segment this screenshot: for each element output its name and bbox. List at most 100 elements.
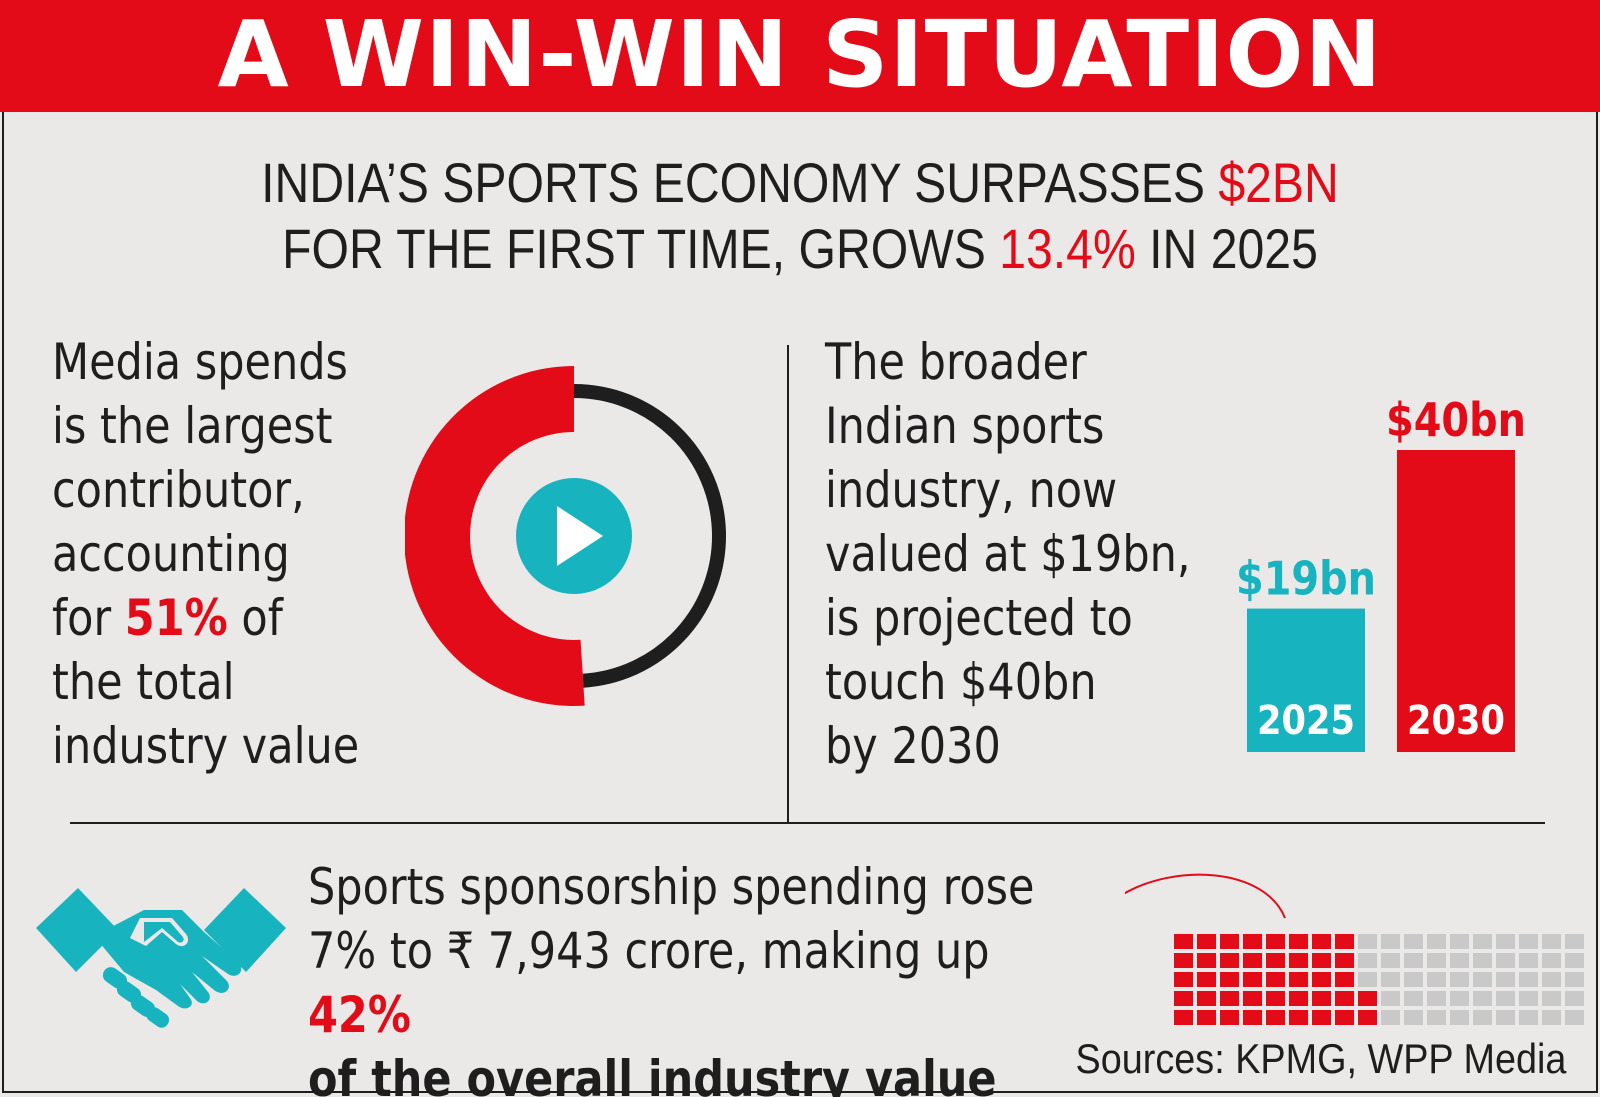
media-line: industry value [52,717,360,775]
page-title: A WIN-WIN SITUATION [217,1,1383,108]
waffle-cell [1542,1010,1561,1025]
waffle-cell [1519,1010,1538,1025]
horizontal-divider [70,822,1545,824]
waffle-cell [1542,991,1561,1006]
waffle-cell-highlighted [1289,972,1308,987]
donut-slice-media [405,366,585,706]
sponsorship-share-highlight: 42% [308,986,411,1044]
waffle-cell-highlighted [1243,1010,1262,1025]
sponsorship-line: Sports sponsorship spending rose [308,858,1035,916]
industry-line: valued at $19bn, [825,525,1191,583]
waffle-cell [1358,972,1377,987]
left-cuff [36,888,118,972]
industry-line: by 2030 [825,717,1001,775]
industry-line: industry, now [825,461,1118,519]
waffle-cell-highlighted [1266,953,1285,968]
media-share-donut-chart [405,366,726,706]
media-line: accounting [52,525,290,583]
waffle-cell [1404,991,1423,1006]
waffle-cell [1450,953,1469,968]
waffle-cell-highlighted [1220,934,1239,949]
finger [146,1007,170,1028]
waffle-cell [1427,934,1446,949]
waffle-cell-highlighted [1243,991,1262,1006]
waffle-cell-highlighted [1197,953,1216,968]
waffle-cell-highlighted [1266,1010,1285,1025]
industry-value-text: The broader Indian sports industry, now … [825,330,1229,778]
waffle-cell [1542,953,1561,968]
waffle-cell [1542,972,1561,987]
waffle-cell [1473,1010,1492,1025]
waffle-cell [1473,972,1492,987]
left-thumb [144,922,184,943]
waffle-cell-highlighted [1220,972,1239,987]
waffle-cell [1496,972,1515,987]
sponsorship-text: Sports sponsorship spending rose 7% to ₹… [308,855,1082,1097]
media-line-text: for [52,589,125,647]
waffle-cell-highlighted [1335,934,1354,949]
waffle-cell-highlighted [1289,991,1308,1006]
waffle-cell-highlighted [1197,1010,1216,1025]
waffle-cell [1565,991,1584,1006]
headline-text: INDIA’S SPORTS ECONOMY SURPASSES [261,151,1219,214]
sponsorship-line: 7% to ₹ 7,943 crore, making up 42% [308,919,1082,1047]
industry-line: The broader [825,333,1087,391]
waffle-cell-highlighted [1174,934,1193,949]
sponsorship-waffle-chart [1125,873,1584,1025]
waffle-cell-highlighted [1220,991,1239,1006]
waffle-cell-highlighted [1197,991,1216,1006]
waffle-cell [1496,953,1515,968]
waffle-cell [1496,991,1515,1006]
waffle-cell [1473,991,1492,1006]
waffle-cell [1381,934,1400,949]
waffle-cell [1496,1010,1515,1025]
waffle-cell [1519,991,1538,1006]
waffle-cell-highlighted [1197,934,1216,949]
industry-line: Indian sports [825,397,1105,455]
donut-slices [405,366,726,706]
vertical-divider [787,345,789,823]
right-hand [94,910,242,1009]
bar-2030 [1397,450,1515,752]
waffle-cell [1450,991,1469,1006]
waffle-cell [1565,1010,1584,1025]
media-line-text: of [227,589,283,647]
waffle-cell [1519,972,1538,987]
waffle-cell [1542,934,1561,949]
waffle-cell-highlighted [1335,1010,1354,1025]
waffle-cell [1358,953,1377,968]
waffle-cell [1427,953,1446,968]
headline-line-1: INDIA’S SPORTS ECONOMY SURPASSES $2BN [112,150,1488,216]
waffle-cell-highlighted [1312,991,1331,1006]
handshake-icon [36,888,286,1028]
waffle-cell [1404,972,1423,987]
waffle-cell [1427,1010,1446,1025]
waffle-cell-highlighted [1335,953,1354,968]
waffle-cell-highlighted [1220,953,1239,968]
media-line: for 51% of [52,586,430,650]
waffle-cells [1174,934,1584,1025]
media-line: contributor, [52,461,305,519]
headline-text: IN 2025 [1135,217,1318,280]
waffle-cell [1519,934,1538,949]
media-line: is the largest [52,397,333,455]
headline-highlight-2bn: $2BN [1218,151,1339,214]
waffle-cell-highlighted [1312,972,1331,987]
waffle-cell [1427,991,1446,1006]
waffle-cell-highlighted [1174,1010,1193,1025]
sponsorship-line: of the overall industry value [308,1050,997,1097]
waffle-cell-highlighted [1312,953,1331,968]
waffle-cell [1381,953,1400,968]
waffle-cell-highlighted [1358,1010,1377,1025]
media-spends-text: Media spends is the largest contributor,… [52,330,430,778]
media-line: Media spends [52,333,348,391]
waffle-cell [1404,953,1423,968]
headline-line-2: FOR THE FIRST TIME, GROWS 13.4% IN 2025 [112,216,1488,282]
waffle-cell-highlighted [1289,934,1308,949]
waffle-cell-highlighted [1220,1010,1239,1025]
waffle-cell [1496,934,1515,949]
waffle-cell [1450,934,1469,949]
waffle-cell [1450,972,1469,987]
title-banner: A WIN-WIN SITUATION [0,0,1600,112]
waffle-cell [1473,953,1492,968]
